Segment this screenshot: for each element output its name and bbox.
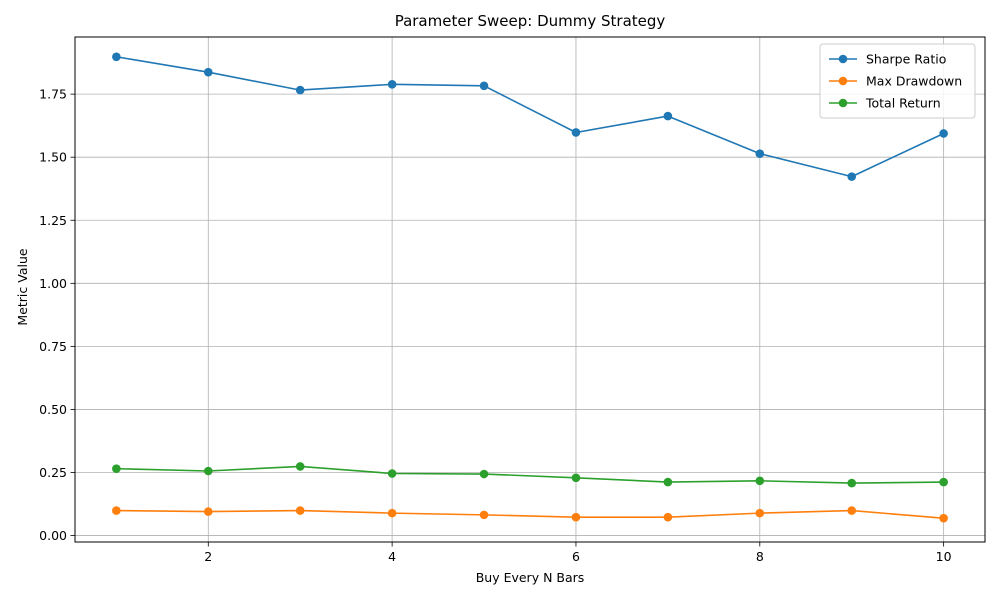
data-point-sharpe-ratio [112,52,121,62]
y-tick-label: 1.25 [39,213,67,228]
legend-item-total-return: Total Return [829,96,941,111]
data-point-max-drawdown [387,508,397,518]
data-point-total-return [203,466,213,476]
data-point-max-drawdown [203,507,213,516]
data-point-total-return [755,476,765,486]
data-point-sharpe-ratio [387,79,397,89]
data-point-sharpe-ratio [755,149,765,158]
data-point-max-drawdown [571,512,581,522]
x-tick-label: 2 [204,549,212,564]
legend-label: Max Drawdown [866,74,962,89]
data-point-max-drawdown [847,506,857,515]
series-line-max-drawdown [116,509,944,519]
legend-label: Sharpe Ratio [866,52,946,67]
y-axis-ticks: 0.00 0.25 0.50 0.75 1.00 1.25 1.50 1.75 [39,87,75,543]
x-axis-title: Buy Every N Bars [476,570,585,585]
y-tick-label: 0.25 [39,465,67,480]
data-point-sharpe-ratio [203,67,213,77]
y-tick-label: 1.75 [39,87,67,102]
x-tick-label: 6 [572,549,580,564]
series-line-sharpe-ratio [116,56,944,178]
legend-label: Total Return [865,96,941,111]
data-point-sharpe-ratio [295,85,305,95]
legend-swatch-marker [838,98,848,108]
y-axis-title: Metric Value [15,248,30,325]
data-point-sharpe-ratio [571,128,581,137]
data-point-max-drawdown [755,508,765,518]
legend-swatch-marker [838,54,848,64]
data-point-sharpe-ratio [663,111,673,121]
y-tick-label: 1.50 [39,150,67,165]
series-total-return [112,462,948,488]
data-point-max-drawdown [479,510,489,520]
chart-title: Parameter Sweep: Dummy Strategy [395,12,666,30]
data-point-sharpe-ratio [939,129,948,138]
legend-item-max-drawdown: Max Drawdown [829,74,962,89]
data-point-total-return [571,473,581,483]
y-tick-label: 1.00 [39,276,67,291]
plot-area-frame [74,36,986,543]
series-layer [112,52,948,523]
data-point-total-return [112,464,121,474]
legend-item-sharpe-ratio: Sharpe Ratio [829,52,946,67]
data-point-max-drawdown [295,506,305,515]
y-tick-label: 0.00 [39,528,67,543]
data-point-total-return [939,477,948,487]
series-sharpe-ratio [112,52,948,181]
data-point-total-return [479,469,489,479]
legend-swatch-marker [838,76,848,86]
x-tick-label: 10 [936,549,952,564]
series-max-drawdown [112,506,948,523]
x-tick-label: 8 [756,549,764,564]
data-point-sharpe-ratio [847,172,857,181]
y-tick-label: 0.50 [39,402,67,417]
x-axis-ticks: 2 4 6 8 10 [204,542,952,564]
data-point-total-return [663,477,673,487]
legend-box [819,43,976,119]
data-point-total-return [295,462,305,471]
data-point-max-drawdown [939,513,948,523]
data-point-max-drawdown [663,512,673,522]
data-point-total-return [387,469,397,478]
data-point-max-drawdown [112,506,121,515]
data-point-sharpe-ratio [479,81,489,91]
series-line-total-return [116,465,944,484]
x-tick-label: 4 [388,549,396,564]
y-tick-label: 0.75 [39,339,67,354]
legend: Sharpe Ratio Max Drawdown Total Return [819,43,976,119]
data-point-total-return [847,478,857,488]
